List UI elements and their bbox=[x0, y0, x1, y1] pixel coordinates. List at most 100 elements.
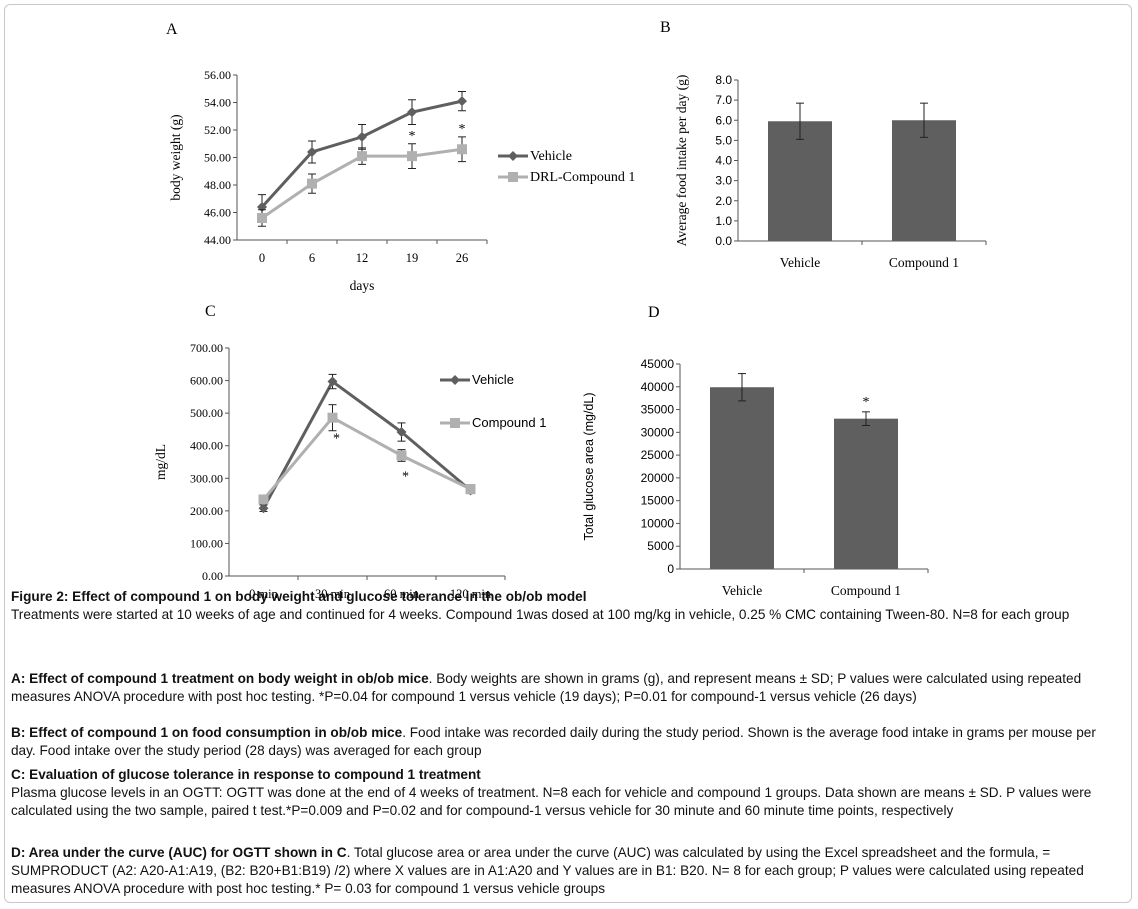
caption-c-text: Plasma glucose levels in an OGTT: OGTT w… bbox=[11, 785, 1092, 818]
legend-marker bbox=[508, 172, 518, 182]
data-point bbox=[307, 147, 317, 157]
data-point bbox=[396, 427, 407, 438]
data-point bbox=[327, 412, 338, 423]
y-tick-label: 3.0 bbox=[715, 174, 732, 188]
data-point bbox=[258, 494, 269, 505]
chart-d-glucose-auc: D 0 5000 10000 15000 20000 25000 30000 35000 4000… bbox=[582, 304, 929, 598]
y-tick-label: 45000 bbox=[641, 357, 675, 371]
y-tick-label: 300.00 bbox=[190, 471, 223, 485]
y-tick-label: 700.00 bbox=[190, 341, 223, 355]
legend-label: Vehicle bbox=[472, 372, 514, 387]
figure-frame bbox=[4, 4, 1132, 903]
y-tick-label: 46.00 bbox=[204, 206, 231, 220]
caption-a-head: A: Effect of compound 1 treatment on bod… bbox=[11, 671, 429, 686]
y-tick-label: 1.0 bbox=[715, 214, 732, 228]
x-tick-label: 0 bbox=[259, 251, 265, 265]
bar bbox=[834, 418, 898, 569]
x-tick-label: 30 min bbox=[315, 587, 351, 601]
y-tick-label: 30000 bbox=[641, 425, 675, 439]
x-tick-label: Vehicle bbox=[722, 583, 762, 598]
y-tick-label: 200.00 bbox=[190, 504, 223, 518]
significance-star: * bbox=[459, 122, 466, 137]
panel-letter: C bbox=[205, 303, 216, 320]
bar bbox=[892, 120, 956, 241]
caption-b-text: . Food intake was recorded daily during … bbox=[11, 725, 1096, 758]
y-axis-label: Average food intake per day (g) bbox=[674, 75, 689, 247]
y-tick-label: 50.00 bbox=[204, 151, 231, 165]
caption-title: Figure 2: Effect of compound 1 on body w… bbox=[11, 589, 587, 604]
y-tick-label: 40000 bbox=[641, 380, 675, 394]
bar bbox=[768, 121, 832, 241]
x-tick-label: 60 min bbox=[384, 587, 420, 601]
y-axis-label: mg/dL bbox=[153, 444, 168, 480]
series-line-0 bbox=[262, 379, 472, 509]
caption-d-head: D: Area under the curve (AUC) for OGTT s… bbox=[11, 845, 347, 860]
x-tick-label: Compound 1 bbox=[889, 255, 959, 270]
caption-d-text: . Total glucose area or area under the c… bbox=[11, 845, 1084, 896]
significance-star: * bbox=[333, 432, 340, 447]
y-tick-label: 2.0 bbox=[715, 194, 732, 208]
legend-marker bbox=[450, 418, 460, 428]
data-point bbox=[258, 503, 269, 514]
data-point bbox=[407, 151, 417, 162]
y-tick-label: 5000 bbox=[647, 539, 674, 553]
x-tick-label: 120 min bbox=[450, 587, 492, 601]
chart-b-food-intake: B 0.0 1.0 2.0 3.0 4.0 5.0 6.0 7.0 8.0 Vehicle Compo… bbox=[660, 19, 987, 270]
legend-marker bbox=[450, 375, 460, 385]
panel-letter: A bbox=[166, 21, 178, 38]
y-tick-label: 48.00 bbox=[204, 178, 231, 192]
series-line-1 bbox=[262, 415, 472, 501]
data-point bbox=[327, 376, 338, 387]
legend-label: Compound 1 bbox=[472, 415, 546, 430]
x-tick-label: 0 min bbox=[249, 587, 279, 601]
y-tick-label: 44.00 bbox=[204, 233, 231, 247]
y-tick-label: 56.00 bbox=[204, 68, 231, 82]
y-tick-label: 500.00 bbox=[190, 406, 223, 420]
y-axis-label: body weight (g) bbox=[168, 114, 183, 200]
y-tick-label: 25000 bbox=[641, 448, 675, 462]
x-tick-label: 12 bbox=[356, 251, 369, 265]
y-tick-label: 0.0 bbox=[715, 234, 732, 248]
data-point bbox=[357, 151, 367, 162]
legend-marker bbox=[508, 151, 518, 161]
caption-c-head: C: Evaluation of glucose tolerance in re… bbox=[11, 767, 481, 782]
data-point bbox=[257, 213, 267, 223]
data-point bbox=[457, 96, 467, 107]
x-tick-label: Vehicle bbox=[780, 255, 820, 270]
chart-a-body-weight: A 44.00 46.00 48.00 50.00 52.00 54.00 56.00 0 6 12… bbox=[166, 21, 635, 293]
y-tick-label: 100.00 bbox=[190, 536, 223, 550]
y-axis-label: Total glucose area (mg/dL) bbox=[582, 393, 596, 541]
data-point bbox=[357, 131, 367, 142]
y-tick-label: 10000 bbox=[641, 516, 675, 530]
y-tick-label: 8.0 bbox=[715, 73, 732, 87]
significance-star: * bbox=[409, 129, 416, 144]
y-tick-label: 35000 bbox=[641, 403, 675, 417]
y-tick-label: 600.00 bbox=[190, 374, 223, 388]
y-tick-label: 6.0 bbox=[715, 113, 732, 127]
data-point bbox=[407, 107, 417, 118]
data-point bbox=[396, 450, 407, 461]
data-point bbox=[307, 178, 317, 189]
bar bbox=[710, 387, 774, 569]
y-tick-label: 400.00 bbox=[190, 439, 223, 453]
panel-letter: B bbox=[660, 19, 671, 36]
caption-a-text: . Body weights are shown in grams (g), a… bbox=[11, 671, 1082, 704]
data-point bbox=[457, 144, 467, 155]
y-tick-label: 15000 bbox=[641, 494, 675, 508]
x-axis-label: days bbox=[350, 278, 375, 293]
y-tick-label: 20000 bbox=[641, 471, 675, 485]
y-tick-label: 52.00 bbox=[204, 123, 231, 137]
y-tick-label: 7.0 bbox=[715, 93, 732, 107]
significance-star: * bbox=[402, 469, 409, 484]
y-tick-label: 0 bbox=[667, 562, 674, 576]
significance-star: * bbox=[863, 395, 870, 410]
y-tick-label: 54.00 bbox=[204, 96, 231, 110]
legend-label: DRL-Compound 1 bbox=[530, 170, 635, 185]
x-tick-label: 26 bbox=[456, 251, 469, 265]
y-tick-label: 4.0 bbox=[715, 154, 732, 168]
x-tick-label: 6 bbox=[309, 251, 315, 265]
y-tick-label: 0.00 bbox=[202, 569, 223, 583]
chart-c-ogtt: C 0.00 100.00 200.00 300.00 400.00 500.00 600.0… bbox=[153, 303, 546, 601]
caption-intro: Treatments were started at 10 weeks of a… bbox=[11, 607, 1070, 622]
x-tick-label: 19 bbox=[406, 251, 419, 265]
